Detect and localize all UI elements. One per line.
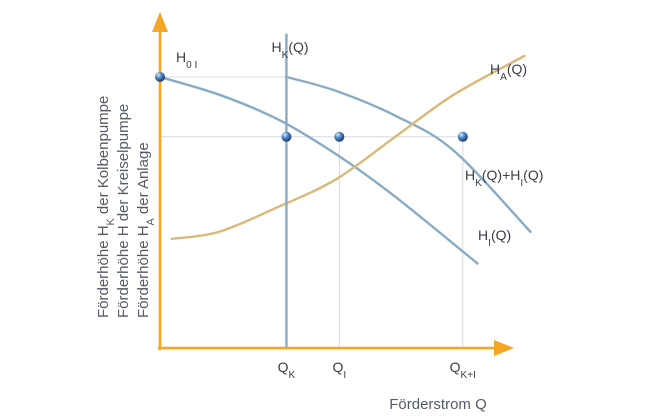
operating-point-1 [281, 131, 292, 142]
axes [152, 12, 514, 356]
x-tick-label-2: QK+I [450, 359, 476, 381]
operating-point-3 [457, 131, 468, 142]
series-label-HK: HK(Q) [271, 39, 308, 61]
x-tick-label-0: QK [278, 359, 296, 381]
series-line-HI [158, 75, 479, 265]
series-lines [158, 33, 532, 350]
y-axis-arrow [152, 12, 168, 32]
series-label-HI: HI(Q) [478, 227, 511, 249]
operating-point-2 [334, 131, 345, 142]
series-label-HA: HA(Q) [490, 61, 527, 83]
guide-lines [160, 76, 464, 348]
series-label-HKI: HK(Q)+HI(Q) [465, 167, 543, 189]
y-axis-label-0: Förderhöhe HK der Kolbenpumpe [95, 96, 117, 318]
series-line-HA [170, 54, 526, 241]
x-axis-label: Förderstrom Q [389, 396, 487, 413]
y-axis-label-2: Förderhöhe HA der Anlage [135, 142, 157, 318]
x-tick-label-1: QI [332, 359, 346, 381]
y-axis-label-1: Förderhöhe H der Kreiselpumpe [115, 104, 132, 318]
annotation-0: H0 I [176, 49, 197, 71]
x-axis-arrow [494, 340, 514, 356]
series-line-HKI [285, 75, 532, 234]
operating-point-0 [155, 71, 165, 82]
chart-labels: HI(Q) HK(Q)+HI(Q) HA(Q) HK(Q) H0 I QK QI QK+I Fö… [95, 39, 543, 413]
operating-points [155, 71, 468, 142]
